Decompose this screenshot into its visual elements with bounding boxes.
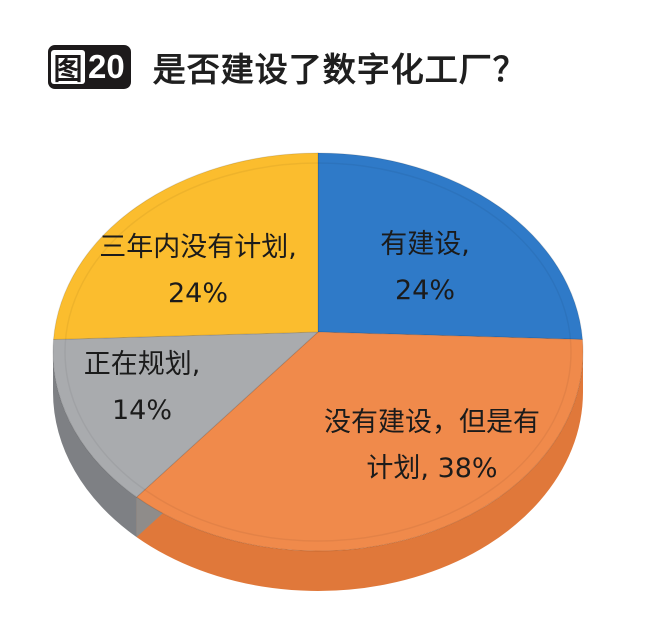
slice-label-no-plan: 三年内没有计划, 24% bbox=[78, 225, 318, 317]
pie-top-faces bbox=[52, 152, 584, 552]
slice-label-planned-not-built-name: 没有建设，但是有 bbox=[324, 407, 540, 438]
slice-label-planning-value: 14% bbox=[111, 395, 172, 426]
slice-label-planning: 正在规划, 14% bbox=[72, 342, 212, 434]
slice-label-built-value: 24% bbox=[394, 275, 455, 306]
figure-number: 20 bbox=[88, 48, 125, 85]
slice-top-built bbox=[317, 152, 584, 341]
figure-prefix: 图 bbox=[51, 50, 85, 86]
slice-top-no-plan bbox=[52, 152, 319, 341]
slice-side-planning bbox=[53, 352, 137, 538]
slice-label-no-plan-name: 三年内没有计划, bbox=[99, 232, 297, 263]
slice-top-planning bbox=[52, 331, 320, 498]
slice-top-planned-not-built bbox=[135, 331, 584, 552]
chart-title: 是否建设了数字化工厂？ bbox=[152, 50, 527, 89]
pie-rim-highlight bbox=[64, 162, 572, 542]
slice-label-planned-not-built: 没有建设，但是有 计划, 38% bbox=[282, 400, 582, 492]
figure-badge: 图 20 bbox=[48, 45, 131, 89]
slice-label-planned-not-built-value: 计划, 38% bbox=[366, 453, 498, 484]
chart-title-row: 图 20 是否建设了数字化工厂？ bbox=[48, 42, 527, 92]
slice-side-planned-not-built bbox=[136, 352, 583, 592]
slice-label-built: 有建设, 24% bbox=[350, 222, 500, 314]
slice-label-built-name: 有建设, bbox=[380, 229, 470, 260]
slice-label-no-plan-value: 24% bbox=[167, 278, 228, 309]
slice-label-planning-name: 正在规划, bbox=[83, 349, 201, 380]
